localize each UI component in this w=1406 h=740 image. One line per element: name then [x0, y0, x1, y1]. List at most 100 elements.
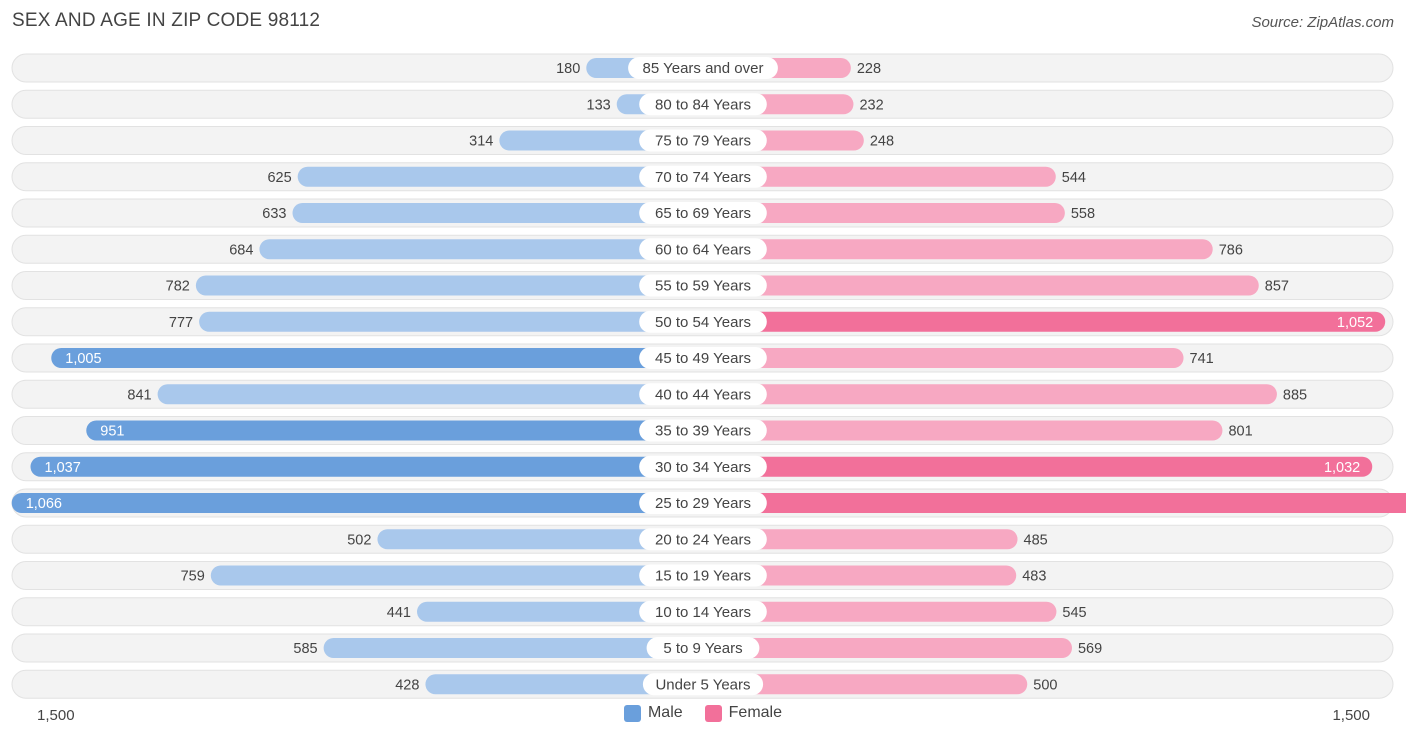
value-label-male: 428 [395, 677, 419, 693]
category-label-pill [639, 165, 767, 188]
value-label-female: 1,032 [1324, 460, 1360, 476]
category-label: 50 to 54 Years [655, 314, 751, 331]
category-label: 75 to 79 Years [655, 133, 751, 150]
category-label: 10 to 14 Years [655, 604, 751, 621]
category-label: 30 to 34 Years [655, 459, 751, 476]
value-label-female: 228 [857, 61, 881, 77]
value-label-male: 502 [347, 532, 371, 548]
value-label-male: 133 [587, 97, 611, 113]
value-label-male: 625 [267, 170, 291, 186]
category-label: 20 to 24 Years [655, 531, 751, 548]
category-label: 70 to 74 Years [655, 169, 751, 186]
category-label-pill [639, 347, 767, 369]
value-label-male: 782 [166, 279, 190, 295]
bar-female[interactable] [703, 348, 1184, 368]
bar-male[interactable] [199, 311, 704, 332]
category-label: Under 5 Years [655, 676, 750, 693]
bar-female[interactable] [703, 311, 1386, 332]
source-label: Source: ZipAtlas.com [1251, 14, 1394, 31]
bar-male[interactable] [86, 420, 704, 441]
bar-male[interactable] [425, 674, 703, 695]
category-label-pill [639, 93, 767, 116]
bar-male[interactable] [297, 166, 703, 187]
bar-male[interactable] [51, 348, 703, 368]
bar-male[interactable] [157, 384, 703, 405]
category-label: 55 to 59 Years [655, 278, 751, 295]
value-label-male: 777 [169, 315, 193, 331]
category-label: 80 to 84 Years [655, 96, 751, 113]
value-label-male: 951 [100, 424, 124, 440]
bar-male[interactable] [195, 275, 704, 296]
value-label-male: 684 [229, 242, 253, 258]
value-label-male: 759 [181, 569, 205, 585]
legend-label-male: Male [647, 704, 683, 721]
bar-female[interactable] [703, 420, 1223, 441]
category-label-pill [639, 383, 767, 406]
value-label-female: 857 [1265, 279, 1289, 295]
value-label-female: 786 [1219, 242, 1243, 258]
category-label-pill [639, 528, 767, 551]
category-label-pill [639, 129, 767, 152]
category-label-pill [642, 673, 764, 696]
category-label-pill [639, 202, 767, 224]
category-label-pill [639, 419, 767, 442]
bar-female[interactable] [703, 456, 1373, 477]
bar-male[interactable] [30, 456, 704, 477]
value-label-male: 585 [293, 641, 317, 657]
bar-female[interactable] [703, 239, 1213, 260]
value-label-female: 545 [1062, 605, 1086, 621]
category-label: 40 to 44 Years [655, 386, 751, 403]
bar-male[interactable] [323, 638, 703, 658]
value-label-female: 741 [1190, 351, 1214, 367]
category-label-pill [639, 274, 767, 297]
chart-title: SEX AND AGE IN ZIP CODE 98112 [12, 10, 321, 31]
value-label-female: 885 [1283, 387, 1307, 403]
category-label: 5 to 9 Years [663, 640, 742, 657]
value-label-female: 485 [1024, 532, 1048, 548]
legend-item-male: Male [623, 704, 683, 722]
category-label-pill [639, 238, 767, 261]
category-label-pill [639, 564, 767, 587]
axis-label-left: 1,500 [37, 707, 75, 724]
category-label: 15 to 19 Years [655, 568, 751, 585]
category-label-pill [639, 455, 767, 478]
bar-female[interactable] [703, 674, 1028, 695]
population-pyramid-chart: 180 228 85 Years and over 133 232 80 to 84 Ye… [11, 53, 1406, 699]
value-label-male: 180 [556, 61, 580, 77]
bar-female[interactable] [703, 166, 1056, 187]
male-swatch-icon [623, 704, 641, 722]
category-label-pill [639, 492, 767, 514]
value-label-male: 633 [262, 206, 286, 222]
female-swatch-icon [704, 704, 722, 722]
bar-female[interactable] [703, 529, 1018, 550]
bar-male[interactable] [417, 601, 703, 622]
category-label: 65 to 69 Years [655, 205, 751, 222]
category-label-pill [639, 600, 767, 623]
category-label: 60 to 64 Years [655, 241, 751, 258]
bar-male[interactable] [259, 239, 703, 260]
value-label-male: 1,037 [45, 460, 81, 476]
value-label-male: 1,005 [65, 351, 101, 367]
value-label-female: 801 [1228, 424, 1252, 440]
category-label-pill [628, 57, 778, 79]
bar-female[interactable] [703, 203, 1065, 223]
bar-male[interactable] [377, 529, 703, 550]
bar-female[interactable] [703, 565, 1017, 586]
value-label-female: 232 [859, 97, 883, 113]
bar-female[interactable] [703, 275, 1259, 296]
bar-female[interactable] [703, 384, 1277, 405]
category-label-pill [639, 310, 767, 333]
bar-male[interactable] [210, 565, 703, 586]
axis-label-right: 1,500 [1332, 707, 1370, 724]
bar-male[interactable] [11, 493, 704, 513]
bar-female[interactable] [703, 638, 1072, 658]
bar-female[interactable] [703, 601, 1057, 622]
bar-female[interactable] [703, 493, 1406, 513]
category-label: 85 Years and over [643, 60, 764, 77]
category-label-pill [646, 637, 760, 659]
category-label: 45 to 49 Years [655, 350, 751, 367]
legend: Male Female [0, 704, 1406, 722]
value-label-male: 1,066 [26, 496, 62, 512]
value-label-female: 569 [1078, 641, 1102, 657]
bar-male[interactable] [292, 203, 703, 223]
